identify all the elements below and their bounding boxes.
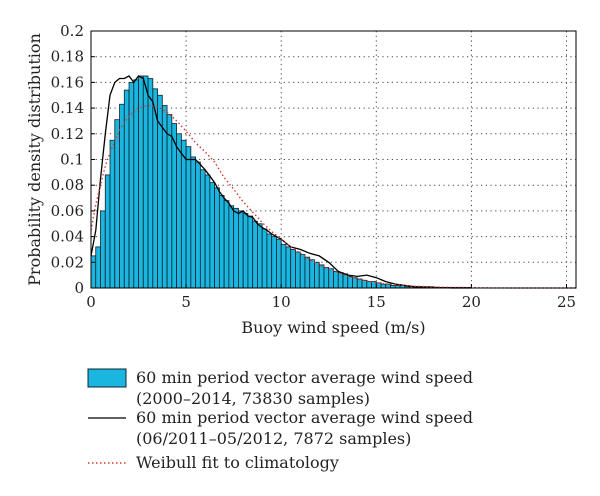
histogram-bar-16 (166, 114, 173, 289)
histogram-bar-25 (209, 182, 216, 289)
legend-entry-line-series-line2: (06/2011–05/2012, 7872 samples) (136, 429, 411, 448)
y-tick-label-8: 0.16 (51, 73, 84, 91)
histogram-bar-37 (266, 233, 273, 289)
legend-entry-line-series-line1: 60 min period vector average wind speed (136, 408, 473, 427)
y-tick-label-3: 0.06 (51, 202, 84, 220)
y-tick-label-9: 0.18 (51, 48, 84, 66)
histogram-bar-11 (142, 75, 149, 289)
legend-swatch-histogram (87, 368, 127, 388)
y-tick-label-1: 0.02 (51, 253, 84, 271)
y-tick-label-4: 0.08 (51, 176, 84, 194)
histogram-bar-2 (100, 210, 106, 289)
histogram-bar-50 (328, 268, 334, 289)
y-axis-label: Probability density distribution (25, 33, 44, 286)
y-tick-label-10: 0.2 (60, 22, 84, 40)
histogram-bar-42 (290, 249, 296, 289)
histogram-bar-12 (147, 78, 154, 289)
histogram-bar-5 (114, 119, 120, 289)
histogram-bar-31 (238, 210, 244, 289)
histogram-bar-29 (228, 205, 235, 289)
histogram-bar-33 (247, 215, 254, 289)
histogram-bar-28 (223, 200, 230, 289)
histogram-bar-0 (90, 255, 97, 289)
x-tick-label-2: 10 (272, 293, 291, 311)
histogram-bar-35 (257, 223, 263, 289)
histogram-bar-40 (280, 243, 287, 289)
histogram-bar-52 (337, 272, 344, 289)
histogram-bar-6 (119, 103, 125, 289)
histogram-bar-49 (323, 267, 330, 289)
histogram-bar-24 (204, 174, 211, 289)
x-tick-label-1: 5 (181, 293, 191, 311)
x-tick-label-0: 0 (86, 293, 96, 311)
histogram-bar-56 (356, 278, 363, 289)
histogram-bar-27 (218, 195, 225, 289)
histogram-bar-19 (180, 139, 187, 289)
y-tick-label-2: 0.04 (51, 228, 84, 246)
histogram-bar-26 (214, 187, 220, 289)
histogram-bar-30 (233, 207, 239, 289)
series-lines (90, 75, 576, 289)
x-tick-label-3: 15 (367, 293, 386, 311)
legend-entry-histogram-line2: (2000–2014, 73830 samples) (136, 389, 370, 408)
histogram-bar-55 (352, 277, 358, 289)
histogram-bar-48 (318, 264, 325, 289)
histogram-bar-34 (252, 220, 258, 289)
histogram-bar-22 (195, 161, 201, 289)
histogram-bar-47 (314, 261, 320, 289)
histogram-bar-18 (176, 133, 182, 289)
histogram-bar-41 (285, 246, 292, 289)
histogram-bar-46 (309, 259, 315, 289)
series-line-2011-2012 (90, 75, 472, 289)
histogram-bar-38 (271, 236, 277, 289)
histogram-bar-39 (276, 238, 282, 289)
x-axis-label: Buoy wind speed (m/s) (241, 318, 425, 337)
axis-ticks: 0 5 10 15 20 25 0 0.02 0.04 0.06 0.08 0.1 0.12 0.14 0.… (51, 22, 576, 311)
histogram-bar-44 (299, 254, 306, 289)
histogram-bar-3 (104, 174, 111, 289)
legend-entry-histogram-line1: 60 min period vector average wind speed (136, 368, 473, 387)
histogram-bar-23 (199, 169, 206, 289)
histogram-bar-36 (261, 228, 268, 289)
y-tick-label-5: 0.1 (60, 151, 84, 169)
x-tick-label-4: 20 (462, 293, 481, 311)
y-tick-label-6: 0.12 (51, 125, 84, 143)
legend: 60 min period vector average wind speed … (87, 368, 473, 472)
histogram-bar-51 (333, 270, 339, 289)
histogram-bar-20 (185, 146, 192, 289)
histogram-bar-53 (342, 273, 349, 289)
x-tick-label-5: 25 (557, 293, 576, 311)
histogram-bar-43 (295, 251, 301, 289)
histogram-bar-1 (95, 246, 101, 289)
histogram-bar-58 (366, 281, 372, 289)
histogram-bar-57 (361, 279, 368, 289)
y-tick-label-0: 0 (74, 279, 84, 297)
y-tick-label-7: 0.14 (51, 99, 84, 117)
histogram-bar-21 (190, 156, 197, 289)
histogram-bar-45 (304, 256, 311, 289)
histogram-bar-61 (380, 283, 387, 289)
histogram-bar-62 (385, 283, 391, 289)
histogram-bar-4 (109, 139, 116, 289)
histogram-bar-17 (171, 123, 177, 289)
histogram-bar-32 (242, 213, 249, 289)
legend-entry-weibull: Weibull fit to climatology (136, 453, 339, 472)
